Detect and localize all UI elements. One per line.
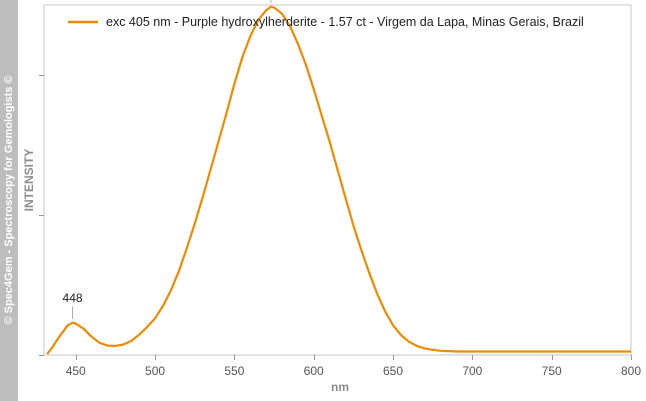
watermark-sidebar: © Spec4Gem - Spectroscopy for Gemologist… <box>0 0 18 401</box>
x-axis-title: nm <box>331 380 349 394</box>
x-axis: 450 500 550 600 650 700 750 800 <box>66 355 641 378</box>
x-tick-label-500: 500 <box>145 364 165 378</box>
legend: exc 405 nm - Purple hydroxylherderite - … <box>68 15 584 29</box>
x-tick-label-650: 650 <box>383 364 403 378</box>
x-tick-label-600: 600 <box>304 364 324 378</box>
series-layer <box>46 5 631 355</box>
y-axis-title: INTENSITY <box>22 149 36 212</box>
peak-label-448: 448 <box>63 291 83 305</box>
peak-annotations: 448573 <box>63 0 272 319</box>
plot-frame <box>43 4 632 356</box>
y-axis-ticks <box>39 75 44 356</box>
x-tick-label-750: 750 <box>542 364 562 378</box>
x-tick-label-450: 450 <box>66 364 86 378</box>
legend-label: exc 405 nm - Purple hydroxylherderite - … <box>106 15 584 29</box>
x-tick-label-700: 700 <box>462 364 482 378</box>
x-tick-label-550: 550 <box>224 364 244 378</box>
x-tick-label-800: 800 <box>621 364 641 378</box>
series-line-0 <box>46 5 631 355</box>
